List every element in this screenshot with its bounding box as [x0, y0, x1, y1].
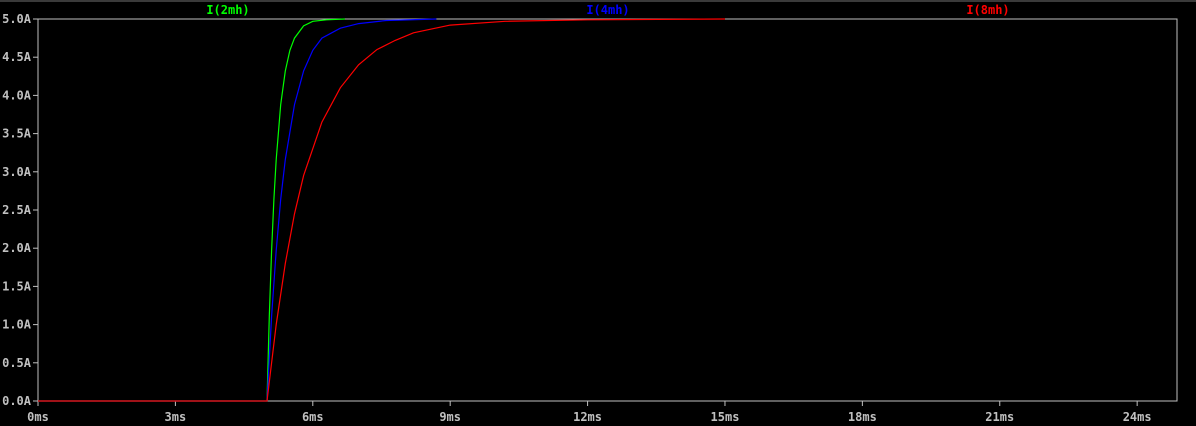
y-tick-label: 3.0A: [2, 165, 32, 179]
x-tick-label: 6ms: [302, 410, 324, 424]
x-tick-label: 21ms: [985, 410, 1014, 424]
y-tick-label: 4.5A: [2, 50, 32, 64]
plot-border: [37, 18, 1178, 402]
y-tick-label: 3.5A: [2, 127, 32, 141]
traces: [38, 18, 726, 402]
y-tick-label: 2.0A: [2, 241, 32, 255]
x-tick-label: 12ms: [573, 410, 602, 424]
x-tick-label: 15ms: [711, 410, 740, 424]
x-tick-label: 18ms: [848, 410, 877, 424]
y-tick-label: 5.0A: [2, 12, 32, 26]
legend-i-4mh[interactable]: I(4mh): [586, 3, 629, 17]
x-tick-label: 3ms: [165, 410, 187, 424]
x-tick-label: 0ms: [27, 410, 49, 424]
legend: I(2mh) I(4mh) I(8mh): [206, 3, 1009, 17]
y-tick-label: 2.5A: [2, 203, 32, 217]
y-tick-label: 0.0A: [2, 394, 32, 408]
legend-i-2mh[interactable]: I(2mh): [206, 3, 249, 17]
trace-i-8mh-[interactable]: [38, 18, 726, 402]
x-tick-label: 24ms: [1123, 410, 1152, 424]
x-tick-label: 9ms: [439, 410, 461, 424]
y-tick-label: 1.0A: [2, 318, 32, 332]
trace-i-4mh-[interactable]: [38, 18, 437, 402]
axes: 0ms 3ms 6ms 9ms 12ms 15ms 18ms 21ms 24ms 0.0A 0.5A…: [2, 12, 1178, 424]
trace-i-2mh-[interactable]: [38, 18, 345, 402]
legend-i-8mh[interactable]: I(8mh): [966, 3, 1009, 17]
y-tick-label: 4.0A: [2, 88, 32, 102]
y-tick-label: 1.5A: [2, 279, 32, 293]
y-tick-label: 0.5A: [2, 356, 32, 370]
